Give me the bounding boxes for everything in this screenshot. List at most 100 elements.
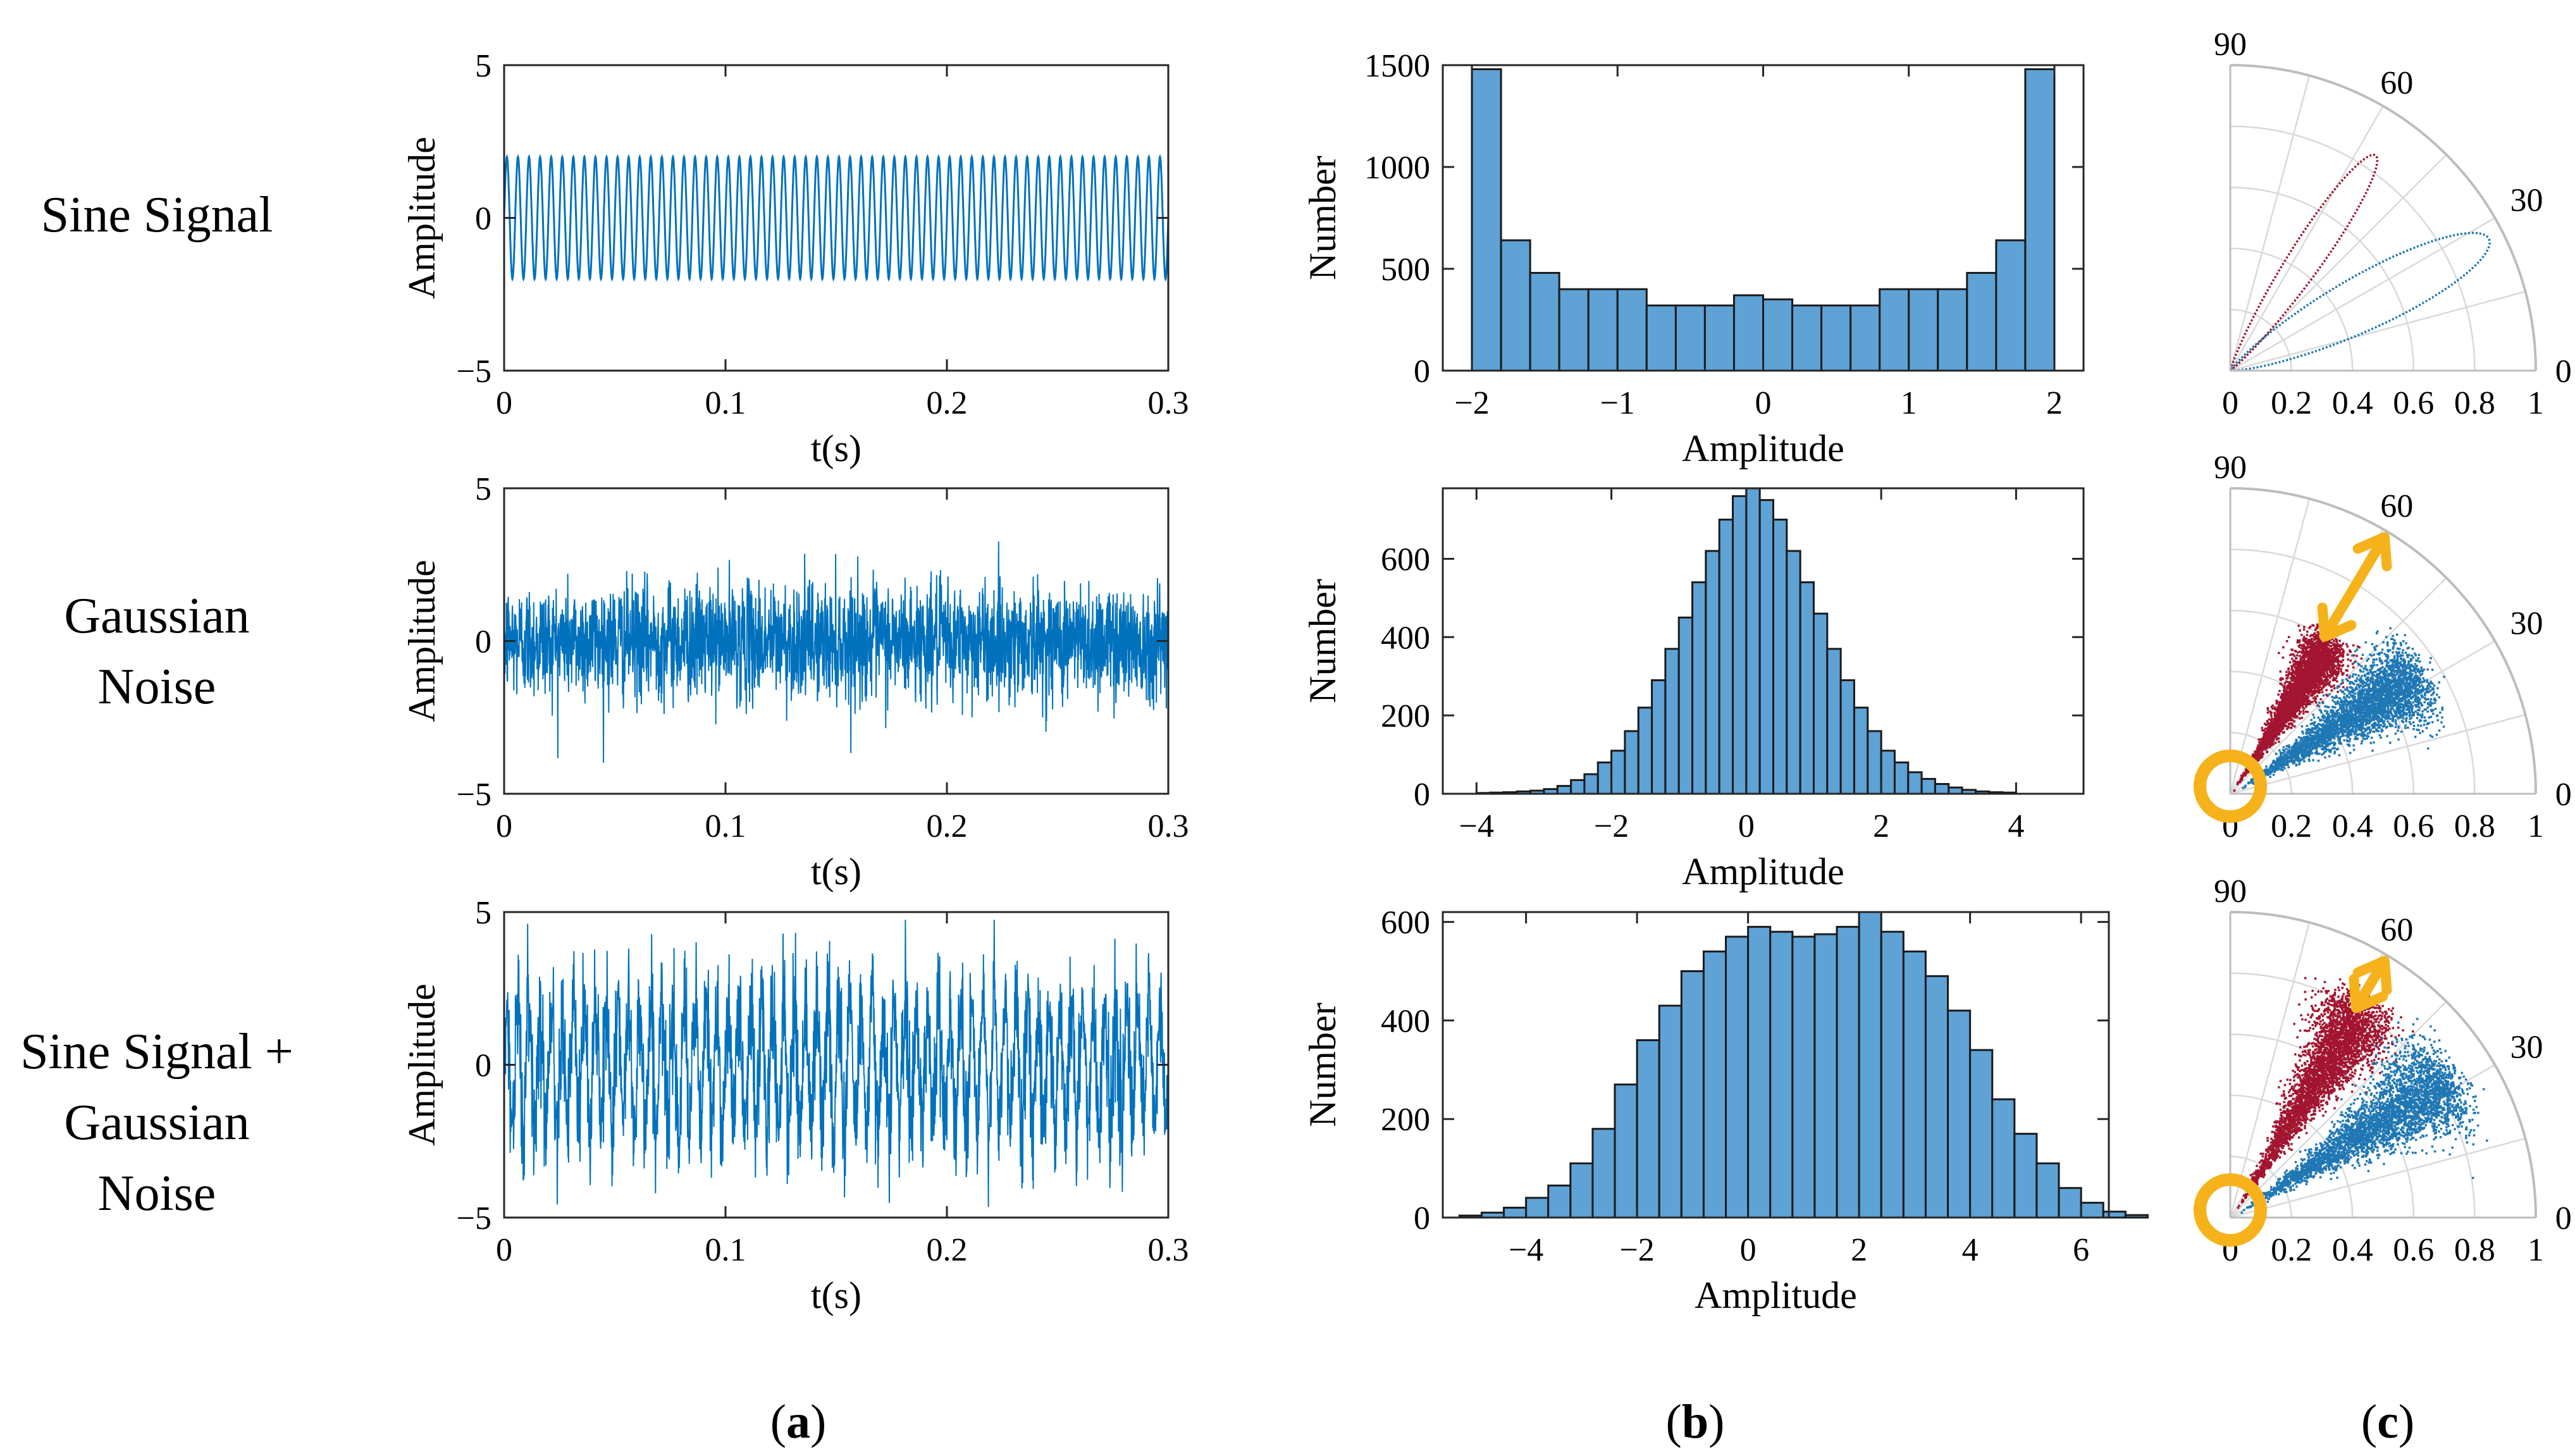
y-tick-label: 5 [475,895,491,931]
x-tick-label: −4 [1459,808,1494,844]
histogram-bar [1969,1049,1994,1219]
histogram-bar [1867,730,1882,795]
histogram-bar [1858,911,1882,1219]
histogram-bar [1583,773,1599,795]
histogram-bar [1947,1009,1972,1219]
x-tick-label: 0.1 [705,1232,746,1268]
panel-label-letter: b [1682,1395,1708,1448]
angle-label: 90 [2214,873,2247,910]
histogram-bar [1691,581,1707,795]
polar-grid-spoke [2229,75,2311,371]
polar-lobe [2229,154,2379,372]
y-axis-label: Amplitude [401,984,443,1146]
x-tick-label: −4 [1509,1232,1543,1268]
histogram-bar [1569,1162,1594,1219]
polar-grid-spoke [2230,290,2526,372]
histogram-bar [1732,495,1748,795]
histogram-bar [1529,271,1560,372]
histogram-bar [1812,612,1829,795]
angle-label: 60 [2380,65,2413,101]
x-tick-label: 0.1 [705,385,746,421]
polar-scatter-points [2237,977,2414,1209]
panel-labels: (a) (b) (c) [770,1395,2414,1448]
x-tick-label: 0 [496,808,512,844]
histogram-bar [1966,271,1998,372]
highlight-circle [2194,750,2267,823]
row-label: Sine Signal [41,187,273,243]
histogram-bar [1880,750,1896,795]
histogram-bar [1725,935,1750,1219]
histogram-bar [1556,785,1572,795]
histogram-bar [2035,1162,2060,1219]
x-axis-label: t(s) [811,1274,861,1316]
histogram-bar [2024,68,2056,372]
x-tick-label: 0.3 [1148,808,1189,844]
histogram-bar [1500,239,1531,372]
histogram-bar [1836,925,1860,1219]
angle-label: 0 [2555,777,2572,813]
panel-label: (b) [1666,1395,1725,1448]
histogram-bar [1934,783,1950,795]
histogram-bar [1799,581,1815,795]
r-tick-label: 0.4 [2332,808,2373,844]
histogram-bar [1791,304,1823,372]
polar-outer-arc [2230,911,2537,1218]
x-tick-label: 0.3 [1148,385,1189,421]
polar-grid-spoke [2230,1137,2526,1219]
x-tick-label: 0 [1755,385,1772,421]
x-tick-label: 0.3 [1148,1232,1189,1268]
polar-grid-spoke [2229,922,2311,1218]
chart-b3: −4 −2 0 2 4 6 0 200 400 600 Amplitude Number [1302,905,2149,1316]
histogram-bar [1786,550,1801,795]
highlight-arrow-shaft [2352,958,2389,1011]
x-axis-label: Amplitude [1682,851,1844,892]
histogram-bar [1525,1197,1550,1219]
histogram-bar [1907,771,1923,795]
x-tick-label: 0.2 [927,1232,968,1268]
highlight-arrow-head [2317,602,2357,642]
histogram-bar [1503,1206,1528,1219]
histogram-bar [1674,304,1706,372]
y-axis-label: Number [1302,579,1343,703]
histogram-bar [1908,288,1939,372]
chart-a3: 0 0.1 0.2 0.350−5t(s)Amplitude [401,895,1189,1316]
y-tick-label: −5 [457,1200,491,1237]
panel-label-letter: a [786,1395,810,1448]
histogram-bar [1624,730,1639,795]
x-tick-label: −1 [1600,385,1635,421]
histogram-bar [1596,761,1613,795]
signal-line [503,154,1170,282]
y-tick-label: −5 [457,777,491,813]
angle-label: 0 [2555,1200,2572,1237]
chart-b1: −2 −1 0 1 2 0 500 1000 1500 Amplitude Number [1302,48,2085,469]
signal-line [503,920,1169,1207]
x-axis-label: Amplitude [1682,428,1844,469]
histogram-bar [1558,288,1590,372]
panel-label-close: ) [2399,1395,2414,1448]
polar-outer-arc [2230,64,2537,371]
histogram-bar [1995,239,2027,372]
panel-label-close: ) [810,1395,826,1448]
histogram-bar [1937,288,1968,372]
y-axis-label: Amplitude [401,560,443,722]
highlight-arrow-head [2352,956,2392,996]
y-tick-label: 5 [475,471,491,507]
histogram-bar [2058,1187,2082,1219]
y-tick-label: 200 [1381,1102,1430,1138]
histogram-bar [1813,933,1838,1219]
row-label: Noise [98,1166,216,1221]
histogram-bar [1680,970,1705,1219]
r-tick-label: 0.6 [2393,808,2434,844]
histogram-bar [1879,288,1910,372]
histogram-bar [1636,1039,1660,1219]
histogram-bar [1705,550,1720,795]
r-tick-label: 0.8 [2454,808,2495,844]
angle-label: 30 [2510,1030,2543,1066]
x-tick-label: 0.2 [927,808,968,844]
histogram-bar [1880,930,1905,1219]
histogram-bar [1614,1083,1638,1219]
r-tick-label: 0.6 [2393,385,2434,421]
polar-scatter-points [2242,627,2445,789]
y-tick-label: −5 [457,354,491,390]
